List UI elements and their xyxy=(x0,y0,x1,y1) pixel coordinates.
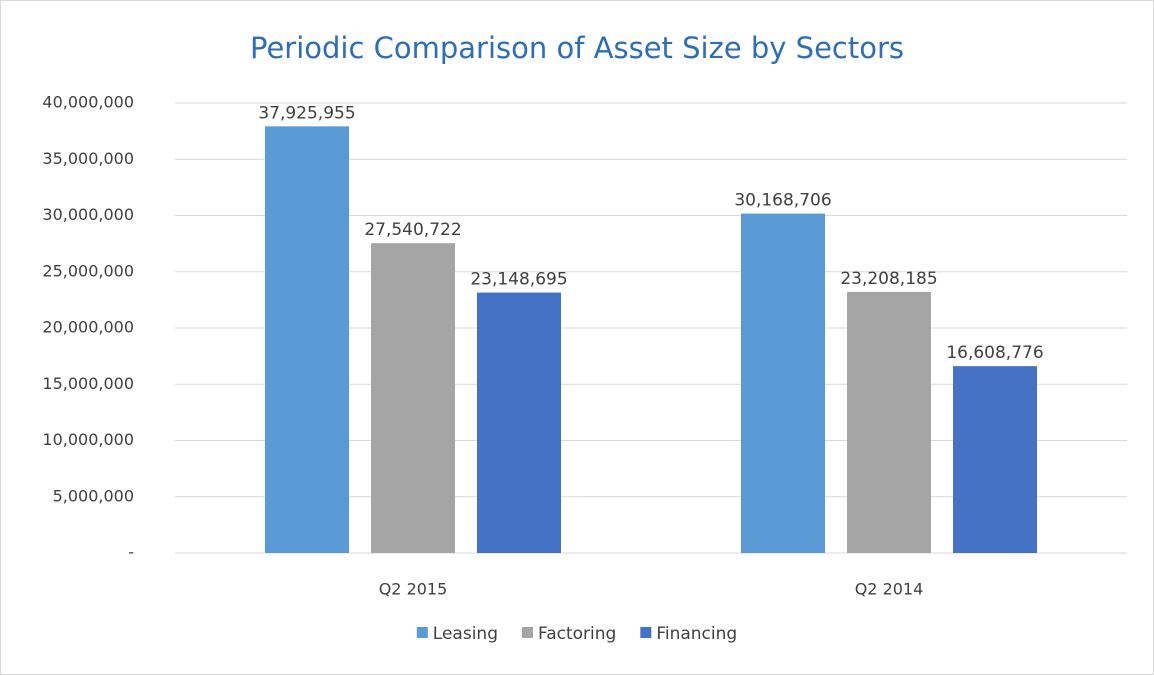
y-tick-label: 35,000,000 xyxy=(42,149,134,168)
y-tick-label: 30,000,000 xyxy=(42,205,134,224)
data-label: 23,148,695 xyxy=(470,270,567,290)
y-tick-label: 15,000,000 xyxy=(42,374,134,393)
x-tick-label: Q2 2014 xyxy=(855,580,924,599)
bar xyxy=(847,291,931,553)
y-tick-label: 20,000,000 xyxy=(42,318,134,337)
bar xyxy=(477,292,561,553)
y-tick-label: 10,000,000 xyxy=(42,430,134,449)
legend-label: Factoring xyxy=(538,624,616,644)
data-label: 27,540,722 xyxy=(364,220,461,240)
data-label: 23,208,185 xyxy=(840,269,937,289)
legend-label: Leasing xyxy=(433,624,498,644)
bar xyxy=(953,366,1037,553)
y-tick-label: - xyxy=(128,543,134,562)
y-tick-label: 25,000,000 xyxy=(42,261,134,280)
bar xyxy=(265,126,349,553)
legend-swatch xyxy=(640,627,652,638)
x-tick-label: Q2 2015 xyxy=(379,580,448,599)
legend-swatch xyxy=(522,627,533,638)
bar xyxy=(371,243,455,553)
legend-swatch xyxy=(416,627,428,638)
chart-title: Periodic Comparison of Asset Size by Sec… xyxy=(250,31,904,65)
data-label: 30,168,706 xyxy=(734,191,831,211)
y-tick-label: 5,000,000 xyxy=(53,486,134,505)
data-label: 16,608,776 xyxy=(946,343,1043,363)
legend-label: Financing xyxy=(656,624,737,644)
data-label: 37,925,955 xyxy=(258,103,355,123)
y-tick-label: 40,000,000 xyxy=(42,93,134,112)
bar xyxy=(741,213,825,553)
